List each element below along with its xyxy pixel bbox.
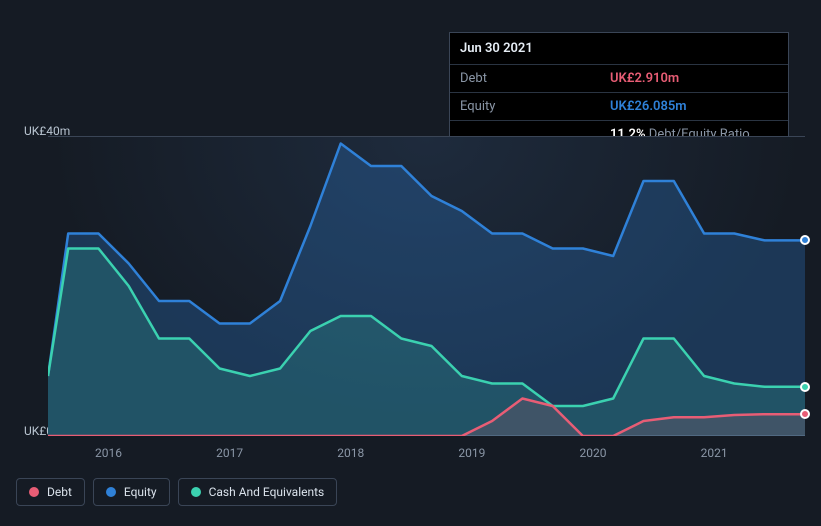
chart-container: Jun 30 2021 DebtUK£2.910mEquityUK£26.085… [16,16,805,510]
debt-swatch-icon [29,487,39,497]
x-tick-2017: 2017 [216,446,243,460]
legend-item-cash[interactable]: Cash And Equivalents [178,478,338,506]
x-tick-2018: 2018 [337,446,364,460]
cash-hover-dot [800,382,810,392]
tooltip-row-value: UK£26.085m [610,99,687,114]
tooltip-row: EquityUK£26.085m [450,93,788,121]
chart-legend: Debt Equity Cash And Equivalents [16,478,337,506]
x-tick-2019: 2019 [458,446,485,460]
legend-label: Equity [124,485,157,499]
tooltip-date: Jun 30 2021 [450,33,788,65]
x-tick-2020: 2020 [580,446,607,460]
x-tick-2021: 2021 [701,446,728,460]
equity-swatch-icon [106,487,116,497]
legend-label: Debt [47,485,72,499]
legend-item-debt[interactable]: Debt [16,478,85,506]
tooltip-row-value: UK£2.910m [610,71,679,86]
tooltip-row-label: Debt [460,71,610,86]
x-axis-ticks: 2016 2017 2018 2019 2020 2021 [48,446,805,466]
equity-hover-dot [800,235,810,245]
debt-hover-dot [800,409,810,419]
tooltip-row: DebtUK£2.910m [450,65,788,93]
x-tick-2016: 2016 [95,446,122,460]
tooltip-row-label: Equity [460,99,610,114]
legend-item-equity[interactable]: Equity [93,478,170,506]
chart-svg [48,136,805,436]
chart-plot-area[interactable] [48,136,805,436]
cash-swatch-icon [191,487,201,497]
legend-label: Cash And Equivalents [209,485,325,499]
